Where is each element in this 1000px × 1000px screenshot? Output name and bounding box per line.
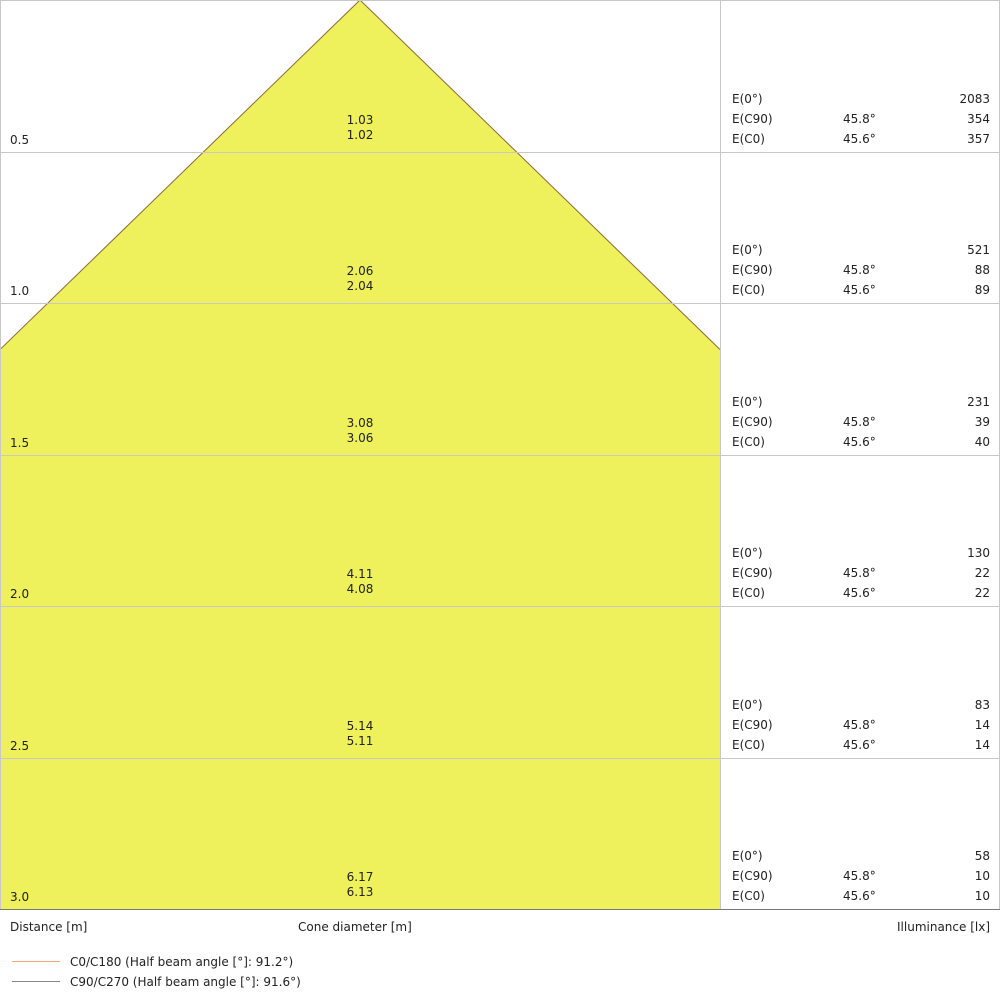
legend-c90-line [12, 981, 60, 982]
cone-diameter-c90: 2.06 [346, 264, 374, 278]
legend-c90-label: C90/C270 (Half beam angle [°]: 91.6°) [70, 975, 301, 989]
distance-label: 2.0 [10, 587, 30, 601]
e0-value: 231 [967, 394, 990, 409]
ec0-label: E(C0) [732, 889, 765, 903]
ec0-label: E(C0) [732, 434, 765, 449]
ec90-label: E(C90) [732, 414, 773, 429]
ec90-angle: 45.8° [843, 414, 876, 429]
ec0-label: E(C0) [732, 586, 765, 600]
ec0-angle: 45.6° [843, 586, 876, 600]
distance-label: 2.5 [10, 738, 30, 753]
ec90-value: 10 [974, 869, 990, 883]
cone-edge-right [359, 0, 721, 350]
ec90-label: E(C90) [732, 869, 773, 883]
illuminance-axis-label: Illuminance [lx] [897, 920, 990, 934]
e0-label: E(0°) [732, 394, 763, 409]
ec0-label: E(C0) [732, 131, 765, 146]
ec0-value: 14 [974, 737, 990, 752]
ec90-value: 354 [967, 111, 990, 126]
cone-diameter-c0: 4.08 [346, 582, 374, 596]
e0-label: E(0°) [732, 697, 763, 712]
cone-diameter-c90: 5.14 [346, 718, 374, 733]
distance-label: 0.5 [10, 132, 30, 147]
cone-diameter-c0: 5.11 [346, 733, 374, 748]
legend-c0-line [12, 961, 60, 962]
e0-value: 2083 [959, 91, 990, 106]
ec0-label: E(C0) [732, 283, 765, 297]
distance-label: 1.0 [10, 284, 30, 298]
ec0-value: 40 [974, 434, 990, 449]
e0-label: E(0°) [732, 849, 763, 863]
ec0-value: 22 [974, 586, 990, 600]
ec0-angle: 45.6° [843, 434, 876, 449]
cone-diameter-c90: 3.08 [346, 415, 374, 430]
ec0-value: 357 [967, 131, 990, 146]
ec90-label: E(C90) [732, 566, 773, 580]
e0-value: 83 [974, 697, 990, 712]
cone-edge-left [0, 0, 361, 350]
ec0-value: 10 [974, 889, 990, 903]
ec0-angle: 45.6° [843, 889, 876, 903]
ec90-angle: 45.8° [843, 566, 876, 580]
cone-diameter-c0: 2.04 [346, 279, 374, 293]
ec0-angle: 45.6° [843, 131, 876, 146]
e0-value: 58 [974, 849, 990, 863]
e0-label: E(0°) [732, 91, 763, 106]
cone-diameter-axis-label: Cone diameter [m] [298, 920, 412, 934]
ec90-value: 88 [974, 263, 990, 277]
ec90-value: 14 [974, 717, 990, 732]
distance-label: 3.0 [10, 890, 30, 904]
distance-label: 1.5 [10, 435, 30, 450]
ec90-angle: 45.8° [843, 717, 876, 732]
legend-c0-label: C0/C180 (Half beam angle [°]: 91.2°) [70, 955, 294, 969]
cone-fill [0, 0, 720, 909]
ec90-label: E(C90) [732, 717, 773, 732]
e0-label: E(0°) [732, 243, 763, 257]
cone-diameter-c90: 4.11 [346, 567, 374, 581]
ec0-value: 89 [974, 283, 990, 297]
ec90-angle: 45.8° [843, 111, 876, 126]
e0-label: E(0°) [732, 546, 763, 560]
ec0-label: E(C0) [732, 737, 765, 752]
cone-diameter-c90: 6.17 [346, 870, 374, 884]
ec0-angle: 45.6° [843, 737, 876, 752]
cone-diameter-c0: 1.02 [346, 127, 374, 142]
e0-value: 130 [967, 546, 990, 560]
cone-diameter-c0: 3.06 [346, 430, 374, 445]
ec90-angle: 45.8° [843, 869, 876, 883]
ec90-label: E(C90) [732, 263, 773, 277]
ec0-angle: 45.6° [843, 283, 876, 297]
e0-value: 521 [967, 243, 990, 257]
distance-axis-label: Distance [m] [10, 920, 88, 934]
cone-diameter-c90: 1.03 [346, 112, 374, 127]
cone-diameter-c0: 6.13 [346, 885, 374, 899]
ec90-label: E(C90) [732, 111, 773, 126]
ec90-value: 39 [974, 414, 990, 429]
ec90-angle: 45.8° [843, 263, 876, 277]
ec90-value: 22 [974, 566, 990, 580]
